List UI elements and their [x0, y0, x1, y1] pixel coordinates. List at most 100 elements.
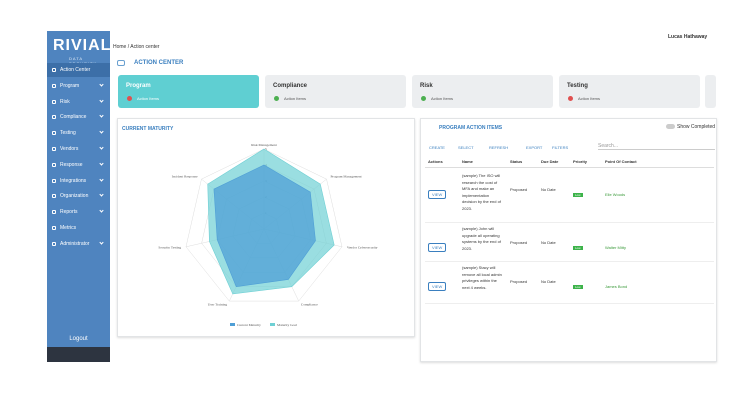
- chevron: [99, 82, 104, 87]
- next[interactable]: [705, 75, 716, 108]
- card[interactable]: Program Action Items: [118, 75, 259, 108]
- due-date: No Date: [541, 279, 556, 284]
- card-status: Action Items: [578, 96, 601, 101]
- nav-item[interactable]: Integrations: [47, 174, 110, 188]
- nav-icon: [52, 241, 56, 246]
- chevron: [99, 208, 104, 213]
- priority: Low: [573, 285, 583, 289]
- maturity-panel: CURRENT MATURITY 12345Risk ManagementPro…: [117, 118, 415, 337]
- axis-label: Vendor Cybersecurity: [347, 245, 378, 249]
- contact[interactable]: James Bond: [605, 284, 628, 289]
- nav-item[interactable]: Program: [47, 79, 110, 93]
- toolbar-button[interactable]: FILTERS: [552, 145, 569, 150]
- status-dot: [568, 96, 573, 101]
- column-header: Actions: [428, 159, 443, 164]
- toolbar-button[interactable]: REFRESH: [489, 145, 509, 150]
- chevron: [99, 129, 104, 134]
- column-header: Priority: [573, 159, 588, 164]
- nav-item[interactable]: Reports: [47, 205, 110, 219]
- panel-title: PROGRAM ACTION ITEMS: [439, 125, 503, 131]
- nav-icon: [52, 178, 56, 183]
- column-header: Status: [510, 159, 523, 164]
- status: Proposed: [510, 279, 528, 284]
- search[interactable]: Search...: [598, 143, 715, 150]
- nav-item[interactable]: Risk: [47, 95, 110, 109]
- toolbar-button[interactable]: SELECT: [458, 145, 474, 150]
- status: Proposed: [510, 187, 528, 192]
- items-panel: PROGRAM ACTION ITEMS Show Completed CREA…: [420, 118, 717, 362]
- card[interactable]: Testing Action Items: [559, 75, 700, 108]
- page-title: ACTION CENTER: [134, 60, 184, 66]
- crumb[interactable]: Home: [113, 44, 127, 50]
- nav-item[interactable]: Administrator: [47, 237, 110, 251]
- nav-icon: [52, 68, 56, 72]
- view-button[interactable]: VIEW: [428, 190, 447, 199]
- icon: [117, 60, 125, 66]
- series-area: [213, 164, 316, 287]
- breadcrumb[interactable]: Home / Action center: [113, 44, 160, 50]
- toggle[interactable]: [666, 124, 675, 129]
- axis-label: Security Testing: [158, 245, 181, 249]
- crumb: Action center: [130, 44, 160, 50]
- chevron: [99, 161, 104, 166]
- chevron: [99, 192, 104, 198]
- priority: Low: [573, 193, 583, 197]
- nav-icon: [52, 194, 56, 199]
- status-dot: [274, 96, 279, 101]
- sidebar-footer: [47, 347, 110, 362]
- nav-icon: [52, 99, 56, 104]
- nav-icon: [52, 226, 56, 230]
- nav-item[interactable]: Response: [47, 158, 110, 172]
- item-name: (sample) John will upgrade all operating…: [462, 226, 501, 251]
- status-dot: [127, 96, 132, 101]
- sidebar: RIVIAL DATA SECURITY Action CenterProgra…: [47, 31, 110, 362]
- nav-icon: [52, 147, 56, 151]
- nav-icon: [52, 162, 56, 167]
- nav-item[interactable]: Metrics: [47, 221, 110, 235]
- status-dot: [421, 96, 426, 101]
- card-status: Action Items: [137, 96, 160, 101]
- nav-item[interactable]: Compliance: [47, 110, 110, 124]
- contact[interactable]: Walter Mitty: [605, 245, 626, 250]
- card-title: Compliance: [273, 83, 308, 89]
- nav-icon: [52, 115, 56, 120]
- card-title: Risk: [420, 83, 433, 89]
- due-date: No Date: [541, 240, 556, 245]
- chevron: [99, 97, 104, 103]
- nav-item[interactable]: Vendors: [47, 142, 110, 156]
- axis-label: Compliance: [301, 302, 318, 306]
- card-title: Program: [126, 83, 151, 89]
- card-status: Action Items: [431, 96, 454, 101]
- item-name: (sample) Stacy will remove all local adm…: [462, 265, 502, 290]
- axis-label: Risk Management: [251, 143, 277, 147]
- view-button[interactable]: VIEW: [428, 282, 447, 291]
- card[interactable]: Risk Action Items: [412, 75, 553, 108]
- status: Proposed: [510, 240, 528, 245]
- logo: RIVIAL: [53, 37, 112, 54]
- due-date: No Date: [541, 187, 556, 192]
- logout[interactable]: Logout: [69, 336, 88, 342]
- toolbar-button[interactable]: CREATE: [429, 145, 445, 150]
- toggle-label: Show Completed: [677, 124, 716, 130]
- toolbar-button[interactable]: EXPORT: [526, 145, 543, 150]
- row-line: [425, 222, 714, 223]
- nav-item[interactable]: Action Center: [47, 63, 110, 77]
- card-title: Testing: [567, 83, 588, 89]
- contact[interactable]: Elle Woods: [605, 192, 626, 197]
- row-line: [425, 303, 714, 304]
- grid-ring: [185, 148, 343, 302]
- nav-icon: [52, 83, 56, 88]
- legend-swatch: [270, 323, 275, 326]
- nav-item[interactable]: Organization: [47, 189, 110, 203]
- user-name[interactable]: Lucas Hathaway: [668, 34, 708, 40]
- view-button[interactable]: VIEW: [428, 243, 447, 252]
- chevron: [99, 240, 104, 245]
- card[interactable]: Compliance Action Items: [265, 75, 406, 108]
- nav-item[interactable]: Testing: [47, 126, 110, 140]
- row-line: [425, 261, 714, 262]
- item-name: (sample) The ISO will research the cost …: [462, 173, 501, 211]
- axis-label: User Training: [208, 302, 228, 306]
- priority: Low: [573, 246, 583, 250]
- column-header: Point Of Contact: [605, 159, 637, 164]
